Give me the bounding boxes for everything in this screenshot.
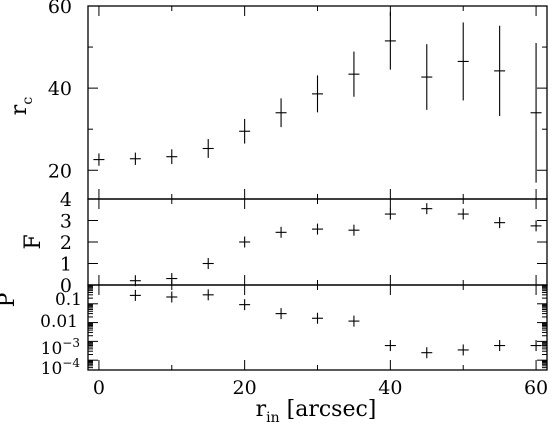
x-axis-label: rin [arcsec] — [256, 397, 377, 426]
y-tick-label: 2 — [60, 232, 72, 254]
data-marks — [93, 12, 542, 359]
p-tick-label-0.01: 0.01 — [40, 312, 78, 332]
y-tick-label: 0 — [60, 275, 72, 297]
y-tick-label: 3 — [60, 211, 72, 233]
x-tick-label: 40 — [378, 377, 402, 399]
x-tick-label: 20 — [233, 377, 257, 399]
top-ylabel: rc — [7, 97, 36, 116]
p-tick-label-1e-4: 10−4 — [41, 356, 81, 379]
middle-ylabel: F — [21, 234, 46, 249]
x-tick-label: 60 — [524, 377, 548, 399]
y-tick-label: 40 — [48, 78, 72, 100]
p-tick-label-0.1: 0.1 — [55, 290, 82, 310]
x-tick-label: 0 — [93, 377, 105, 399]
y-tick-label: 20 — [48, 160, 72, 182]
p-tick-label-1e-3: 10−3 — [41, 336, 80, 359]
y-tick-label: 1 — [60, 254, 72, 276]
middle-panel-frame — [87, 198, 548, 286]
axis-ticks — [88, 5, 547, 371]
y-tick-label: 4 — [60, 189, 72, 211]
bottom-ylabel: P — [0, 292, 20, 307]
y-tick-label: 60 — [48, 0, 72, 18]
bottom-panel-frame — [87, 284, 548, 371]
